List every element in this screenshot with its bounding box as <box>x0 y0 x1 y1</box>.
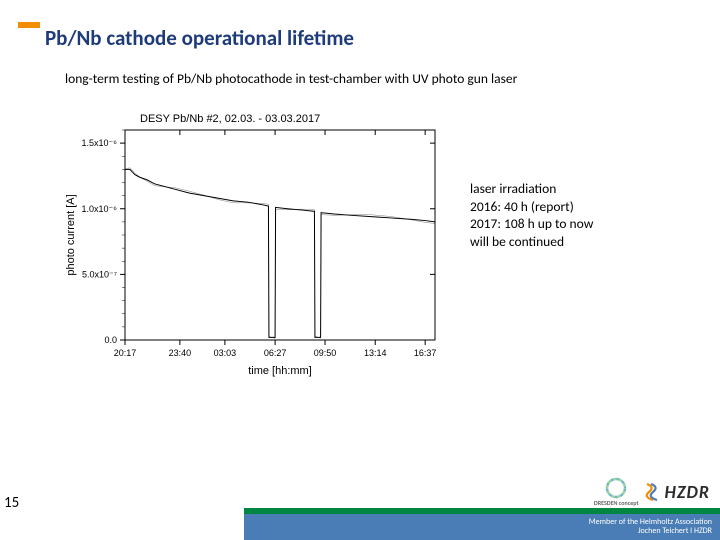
page-number: 15 <box>4 494 19 512</box>
dresden-concept-icon <box>605 477 627 499</box>
side-line-3: 2017: 108 h up to now <box>470 215 593 233</box>
svg-text:03:03: 03:03 <box>214 348 237 358</box>
footer-body: Member of the Helmholtz Association Joch… <box>244 514 720 540</box>
hzdr-logo-text: HZDR <box>665 481 710 503</box>
logo-area: DRESDEN concept HZDR <box>594 477 710 506</box>
title-accent-bar <box>18 22 40 28</box>
svg-text:23:40: 23:40 <box>169 348 192 358</box>
footer-line-2: Jochen Teichert I HZDR <box>589 527 712 536</box>
dresden-logo: DRESDEN concept <box>594 477 639 506</box>
side-annotation: laser irradiation 2016: 40 h (report) 20… <box>470 180 593 250</box>
svg-text:0.0: 0.0 <box>104 335 117 345</box>
svg-text:13:14: 13:14 <box>364 348 387 358</box>
svg-text:20:17: 20:17 <box>114 348 137 358</box>
side-line-4: will be continued <box>470 233 593 251</box>
svg-text:09:50: 09:50 <box>314 348 337 358</box>
photo-current-chart: 0.0 5.0x10⁻⁷ 1.0x10⁻⁶ 1.5x10⁻⁶ 20:17 23:40 03:… <box>60 100 460 390</box>
subtitle: long-term testing of Pb/Nb photocathode … <box>65 70 517 87</box>
svg-text:5.0x10⁻⁷: 5.0x10⁻⁷ <box>82 269 117 279</box>
side-line-1: laser irradiation <box>470 180 593 198</box>
svg-text:time [hh:mm]: time [hh:mm] <box>248 365 312 377</box>
svg-text:06:27: 06:27 <box>264 348 287 358</box>
side-line-2: 2016: 40 h (report) <box>470 198 593 216</box>
chart-svg: 0.0 5.0x10⁻⁷ 1.0x10⁻⁶ 1.5x10⁻⁶ 20:17 23:40 03:… <box>60 100 460 390</box>
svg-text:1.0x10⁻⁶: 1.0x10⁻⁶ <box>82 204 118 214</box>
svg-text:DESY Pb/Nb #2, 02.03. - 03.03.: DESY Pb/Nb #2, 02.03. - 03.03.2017 <box>140 113 320 125</box>
footer-bar: Member of the Helmholtz Association Joch… <box>244 508 720 540</box>
svg-text:photo current [A]: photo current [A] <box>65 194 77 275</box>
page-title: Pb/Nb cathode operational lifetime <box>45 25 354 51</box>
svg-text:16:37: 16:37 <box>414 348 437 358</box>
hzdr-wave-icon <box>645 482 659 502</box>
footer-text: Member of the Helmholtz Association Joch… <box>589 518 712 536</box>
svg-text:1.5x10⁻⁶: 1.5x10⁻⁶ <box>82 138 118 148</box>
